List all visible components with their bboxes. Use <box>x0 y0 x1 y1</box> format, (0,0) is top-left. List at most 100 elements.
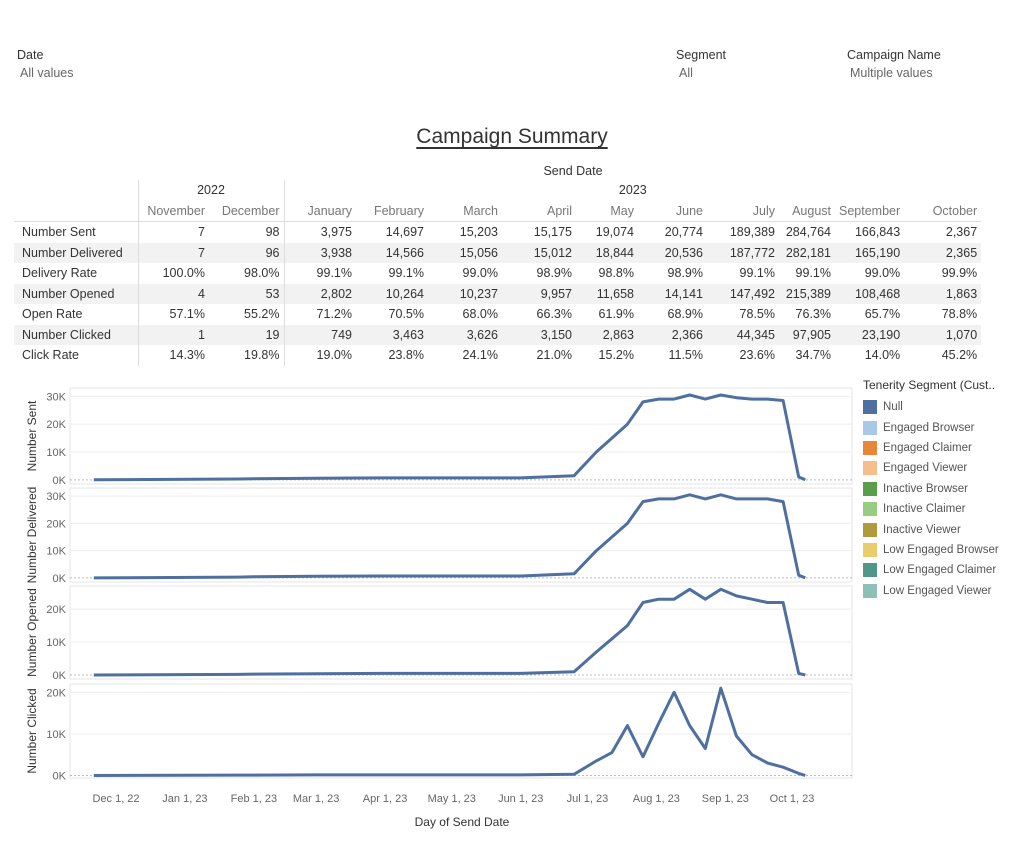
table-cell: 70.5% <box>388 307 424 322</box>
legend-label: Engaged Viewer <box>883 462 968 475</box>
legend-item[interactable]: Inactive Browser <box>863 479 999 499</box>
month-header: November <box>147 203 205 218</box>
legend-item[interactable]: Engaged Browser <box>863 417 999 437</box>
table-cell: 1,863 <box>904 283 982 304</box>
legend-item[interactable]: Inactive Claimer <box>863 499 999 519</box>
y-tick-label: 30K <box>46 391 66 403</box>
table-cell: 2,367 <box>904 221 982 243</box>
table-cell: 14.0% <box>864 348 901 363</box>
table-cell: 34.7% <box>795 348 831 363</box>
series-line <box>93 686 806 777</box>
panel-frame <box>69 683 853 779</box>
legend-swatch <box>863 400 877 415</box>
table-cell: 20,536 <box>638 242 707 263</box>
x-tick-label: Jun 1, 23 <box>498 793 543 805</box>
legend-item[interactable]: Low Engaged Viewer <box>863 581 999 601</box>
y-axis-label: Number Clicked <box>25 688 39 773</box>
panel-frame <box>69 487 853 583</box>
table-cell: 99.9% <box>941 266 978 281</box>
year-header: 2022 <box>138 180 285 201</box>
table-cell: 45.2% <box>941 348 978 363</box>
table-cell: 19 <box>209 324 285 345</box>
y-tick-label: 10K <box>46 447 66 459</box>
table-cell: 99.0% <box>462 266 498 281</box>
table-cell: 98 <box>209 221 285 243</box>
date-filter[interactable]: Date All values <box>17 48 74 80</box>
table-row: Number Delivered 7 96 3,938 14,566 15,056 15,0… <box>14 242 982 263</box>
table-cell: 99.1% <box>739 266 775 281</box>
x-tick-label: Sep 1, 23 <box>702 793 749 805</box>
table-cell: 23.8% <box>388 348 424 363</box>
legend-item[interactable]: Inactive Viewer <box>863 519 999 539</box>
table-cell: 9,957 <box>502 283 576 304</box>
table-cell: 15,056 <box>428 242 502 263</box>
table-cell: 15,203 <box>428 221 502 243</box>
y-tick-label: 10K <box>46 729 66 741</box>
segment-filter-value[interactable]: All <box>679 66 693 80</box>
table-row: Delivery Rate 100.0% 98.0% 99.1% 99.1% 99.0% 9… <box>14 263 981 284</box>
legend-label: Engaged Browser <box>883 421 975 434</box>
table-cell: 20,774 <box>638 221 707 243</box>
table-cell: 10,237 <box>428 283 502 304</box>
row-label: Number Clicked <box>14 324 139 345</box>
legend-item[interactable]: Engaged Viewer <box>863 458 999 478</box>
table-cell: 2,366 <box>638 324 707 345</box>
table-cell: 68.0% <box>462 307 498 322</box>
month-header: March <box>463 203 498 218</box>
y-axis-label: Number Delivered <box>25 487 39 584</box>
table-cell: 21.0% <box>536 348 572 363</box>
segment-filter[interactable]: Segment All <box>676 48 726 80</box>
summary-table: 2022 2023 November December January February… <box>14 180 982 366</box>
table-row: Number Opened 4 53 2,802 10,264 10,237 9,957 11… <box>14 283 982 304</box>
y-tick-label: 0K <box>53 573 67 585</box>
legend-label: Low Engaged Claimer <box>883 564 997 577</box>
series-line <box>93 393 806 482</box>
panel-frame <box>69 387 853 485</box>
row-label: Click Rate <box>14 345 139 366</box>
corner-cell <box>14 180 139 201</box>
legend-item[interactable]: Null <box>863 397 999 417</box>
x-tick-label: Dec 1, 22 <box>92 793 139 805</box>
table-cell: 14.3% <box>169 348 205 363</box>
date-filter-label: Date <box>17 48 44 62</box>
table-cell: 57.1% <box>169 307 205 322</box>
month-header: February <box>373 203 424 218</box>
table-cell: 3,150 <box>502 324 576 345</box>
month-header: June <box>675 203 703 218</box>
panel-frame <box>69 585 853 680</box>
table-cell: 100.0% <box>162 266 205 281</box>
legend-item[interactable]: Low Engaged Browser <box>863 540 999 560</box>
table-cell: 71.2% <box>316 307 352 322</box>
table-cell: 78.8% <box>941 307 978 322</box>
row-label: Number Delivered <box>14 242 139 263</box>
table-cell: 44,345 <box>707 324 779 345</box>
legend-title: Tenerity Segment (Cust.. <box>863 378 996 392</box>
table-cell: 3,938 <box>284 242 356 263</box>
table-cell: 215,389 <box>779 283 835 304</box>
date-filter-value[interactable]: All values <box>20 66 74 80</box>
legend-item[interactable]: Low Engaged Claimer <box>863 560 999 580</box>
legend-item[interactable]: Engaged Claimer <box>863 438 999 458</box>
legend-label: Null <box>883 401 903 414</box>
table-cell: 14,566 <box>356 242 428 263</box>
table-row: Click Rate 14.3% 19.8% 19.0% 23.8% 24.1% 21.0%… <box>14 345 981 366</box>
legend-label: Low Engaged Browser <box>883 543 999 556</box>
month-header: May <box>610 203 634 218</box>
month-header: August <box>792 203 831 218</box>
campaign-filter[interactable]: Campaign Name Multiple values <box>847 48 941 80</box>
table-cell: 66.3% <box>536 307 572 322</box>
table-cell: 55.2% <box>209 304 285 325</box>
table-cell: 282,181 <box>779 242 835 263</box>
table-cell: 99.0% <box>864 266 901 281</box>
table-cell: 23.6% <box>739 348 775 363</box>
row-label: Number Opened <box>14 283 139 304</box>
table-cell: 65.7% <box>864 307 901 322</box>
table-cell: 19.0% <box>316 348 352 363</box>
month-header: September <box>839 203 901 218</box>
table-cell: 15.2% <box>598 348 634 363</box>
y-tick-label: 20K <box>46 687 66 699</box>
table-cell: 97,905 <box>779 324 835 345</box>
table-cell: 3,463 <box>356 324 428 345</box>
table-cell: 749 <box>284 324 356 345</box>
campaign-filter-value[interactable]: Multiple values <box>850 66 933 80</box>
